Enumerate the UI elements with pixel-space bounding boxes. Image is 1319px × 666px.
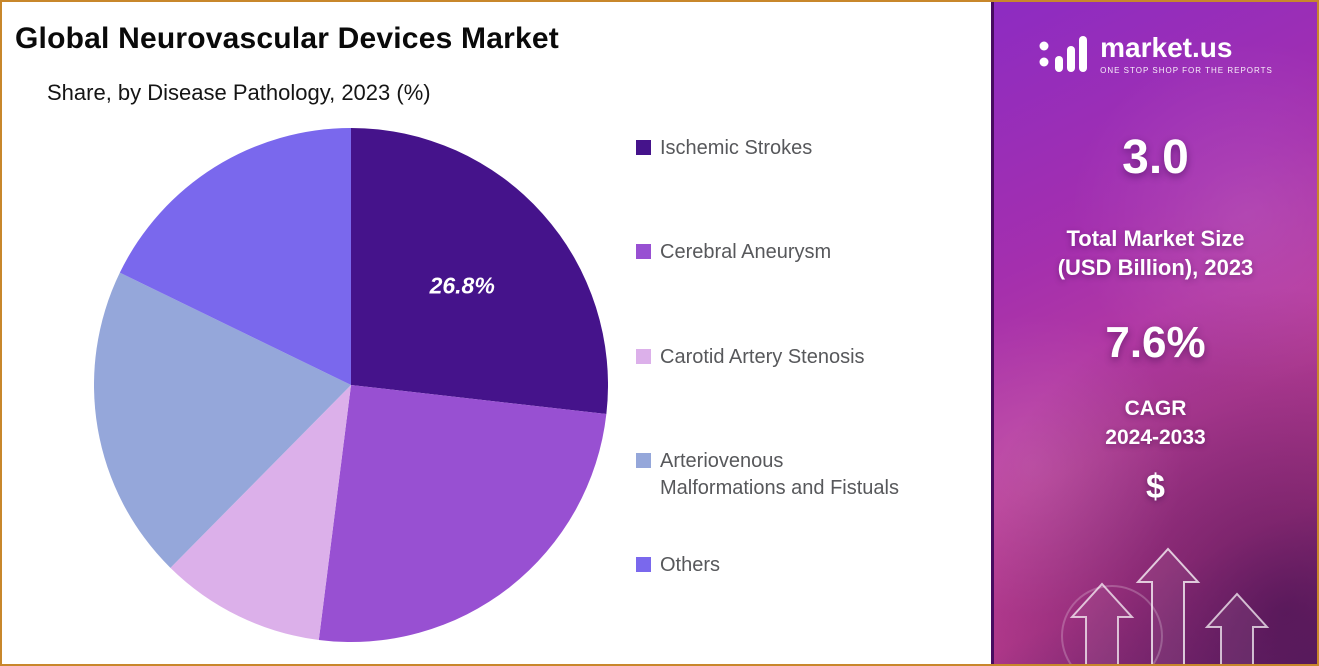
growth-arrows-icon <box>1061 547 1270 664</box>
chart-legend: Ischemic Strokes Cerebral Aneurysm Carot… <box>636 2 984 664</box>
legend-item-carotid-artery-stenosis: Carotid Artery Stenosis <box>636 344 865 371</box>
legend-label: Arteriovenous <box>660 450 784 472</box>
legend-label: Ischemic Strokes <box>660 137 813 159</box>
pie-chart: 26.8% <box>93 128 609 642</box>
legend-swatch <box>636 557 651 572</box>
brand-stats-panel: market.us ONE STOP SHOP FOR THE REPORTS … <box>991 2 1317 664</box>
brand-tagline: ONE STOP SHOP FOR THE REPORTS <box>1100 65 1273 75</box>
legend-label: Carotid Artery Stenosis <box>660 346 865 368</box>
brand-name: market.us <box>1100 31 1233 63</box>
legend-item-cerebral-aneurysm: Cerebral Aneurysm <box>636 239 831 266</box>
legend-label: Cerebral Aneurysm <box>660 241 832 263</box>
dollar-sign-icon: $ <box>1146 468 1165 506</box>
market-size-label: Total Market Size (USD Billion), 2023 <box>1057 226 1254 281</box>
pie-slice-3 <box>93 272 352 568</box>
legend-swatch <box>636 349 651 364</box>
legend-swatch <box>636 453 651 468</box>
legend-label-line2: Malformations and Fistuals <box>660 477 899 499</box>
legend-swatch <box>636 140 651 155</box>
legend-swatch <box>636 244 651 259</box>
pie-slice-1 <box>318 385 607 642</box>
cagr-value: 7.6% <box>1105 318 1206 367</box>
pie-slice-4 <box>119 128 351 385</box>
legend-item-arteriovenous-malformations: Arteriovenous Malformations and Fistuals <box>636 448 899 502</box>
pie-slice-0 <box>351 128 609 414</box>
page-subtitle: Share, by Disease Pathology, 2023 (%) <box>47 80 431 105</box>
legend-item-others: Others <box>636 552 720 579</box>
legend-item-ischemic-strokes: Ischemic Strokes <box>636 135 812 162</box>
page-title: Global Neurovascular Devices Market <box>15 22 559 55</box>
market-us-logo: market.us ONE STOP SHOP FOR THE REPORTS <box>994 32 1317 76</box>
cagr-label: CAGR 2024-2033 <box>1105 397 1206 450</box>
pie-slice-2 <box>170 385 351 640</box>
legend-label: Others <box>660 554 721 576</box>
pie-data-label: 26.8% <box>429 273 495 299</box>
market-us-logo-icon <box>1039 36 1088 72</box>
market-size-value: 3.0 <box>1122 131 1189 184</box>
